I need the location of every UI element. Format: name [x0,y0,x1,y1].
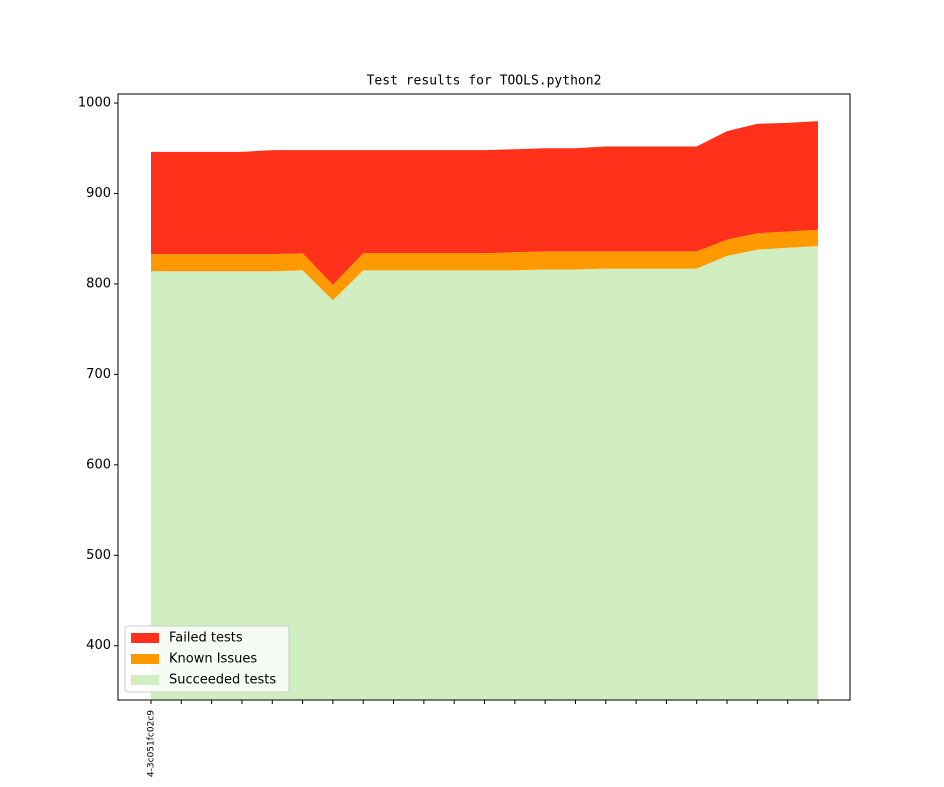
x-tick-label: 4-3c051fc02c9 [147,710,157,777]
legend-swatch [131,633,159,643]
y-tick-label: 500 [86,548,111,563]
legend-box [124,625,290,693]
y-tick-label: 800 [86,276,111,291]
y-tick-label: 600 [86,457,111,472]
legend-label: Failed tests [169,631,243,646]
y-tick-label: 900 [86,186,111,201]
legend-label: Succeeded tests [169,673,276,688]
y-tick-label: 1000 [78,96,111,111]
area [151,121,818,285]
legend-swatch [131,675,159,685]
chart-title: Test results for TOOLS.python2 [367,74,602,89]
y-tick-label: 700 [86,367,111,382]
y-tick-label: 400 [86,638,111,653]
area [151,246,818,700]
area [151,229,818,301]
legend-swatch [131,654,159,664]
legend-label: Known Issues [169,652,257,667]
